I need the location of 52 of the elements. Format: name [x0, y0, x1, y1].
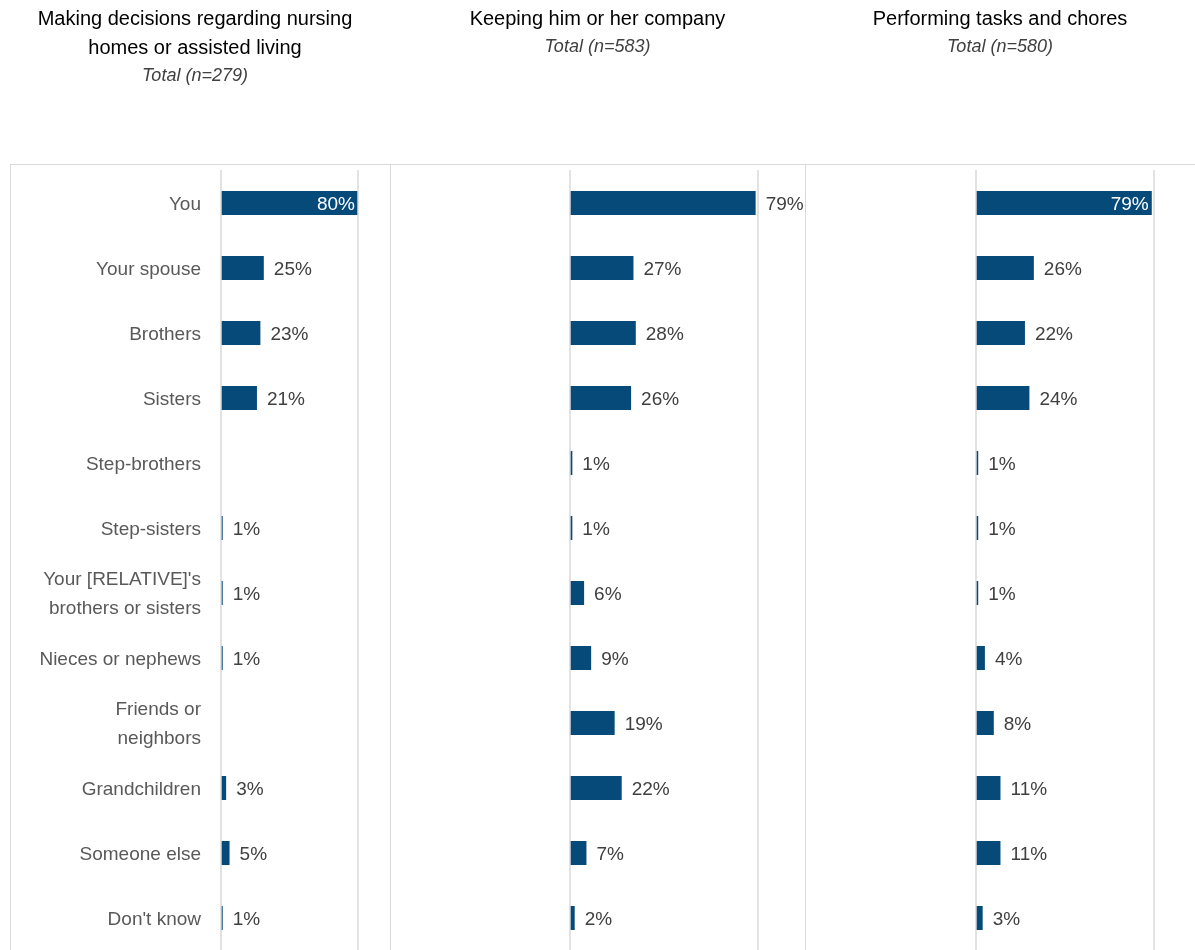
data-label: 1%	[582, 452, 610, 474]
data-label: 3%	[992, 907, 1021, 929]
data-label: 21%	[266, 387, 306, 409]
chart-subtitle: Total (n=580)	[946, 35, 1054, 58]
y-tick-label: Grandchildren	[81, 777, 201, 798]
data-label: 8%	[1003, 712, 1032, 734]
data-label: 26%	[1043, 257, 1082, 279]
data-label: 11%	[1010, 777, 1048, 799]
data-label: 19%	[624, 712, 663, 734]
data-label: 1%	[988, 517, 1016, 539]
y-tick-label: Your spouse	[96, 257, 201, 278]
data-label: 80%	[316, 192, 356, 214]
data-label: 27%	[643, 257, 682, 279]
data-label: 1%	[232, 647, 261, 669]
data-label: 1%	[232, 907, 261, 929]
data-label: 1%	[988, 582, 1016, 604]
chart-title: Keeping him or her company	[468, 6, 727, 31]
y-tick-label: Step-sisters	[100, 517, 201, 538]
data-label: 26%	[641, 387, 680, 409]
data-label: 28%	[645, 322, 684, 344]
data-label: 1%	[232, 517, 261, 539]
data-label: 22%	[1034, 322, 1074, 344]
data-label: 2%	[584, 907, 613, 929]
data-label: 11%	[1010, 842, 1048, 864]
data-label: 9%	[601, 647, 629, 669]
y-tick-label: Nieces or nephews	[39, 647, 201, 668]
y-tick-label: Brothers	[129, 322, 201, 343]
data-label: 79%	[1110, 192, 1149, 214]
data-label: 4%	[994, 647, 1023, 669]
data-label: 7%	[596, 842, 625, 864]
data-label: 22%	[631, 777, 670, 799]
data-label: 1%	[582, 517, 610, 539]
data-label: 79%	[765, 192, 804, 214]
y-tick-label: Don't know	[107, 907, 202, 928]
data-label: 1%	[232, 582, 261, 604]
data-label: 6%	[594, 582, 622, 604]
data-label: 24%	[1039, 387, 1078, 409]
chart-title: Performing tasks and chores	[871, 6, 1129, 31]
y-tick-label: Someone else	[79, 842, 201, 863]
y-tick-label: Your [RELATIVE]'s brothers or sisters	[43, 567, 201, 618]
y-tick-label: You	[168, 192, 201, 213]
data-label: 3%	[236, 777, 264, 799]
data-label: 25%	[273, 257, 312, 279]
data-label: 23%	[270, 322, 309, 344]
chart-subtitle: Total (n=279)	[141, 64, 249, 87]
chart-title: Making decisions regarding nursing homes or assisted living	[36, 6, 354, 60]
y-tick-label: Friends or neighbors	[115, 697, 202, 748]
y-tick-label: Sisters	[142, 387, 201, 408]
chart-subtitle: Total (n=583)	[543, 35, 652, 58]
data-label: 5%	[239, 842, 268, 864]
data-label: 1%	[988, 452, 1016, 474]
y-tick-label: Step-brothers	[85, 452, 201, 473]
